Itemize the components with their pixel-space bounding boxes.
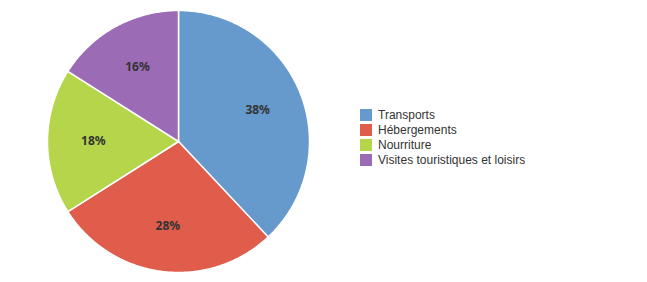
html-text:Hébergements: Hébergements xyxy=(378,123,457,137)
svg-text:38%: 38% xyxy=(245,101,270,118)
html-text:Transports: Transports xyxy=(378,108,435,122)
svg-text:28%: 28% xyxy=(156,217,181,234)
html-text:Visites touristiques et loisir: Visites touristiques et loisirs xyxy=(378,153,526,167)
svg-text:18%: 18% xyxy=(81,132,106,149)
svg-text:16%: 16% xyxy=(125,58,150,75)
html-text:Nourriture: Nourriture xyxy=(378,138,432,152)
